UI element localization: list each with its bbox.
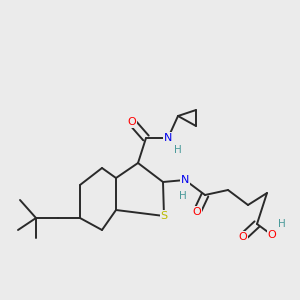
Text: O: O bbox=[268, 230, 276, 240]
Text: H: H bbox=[179, 191, 187, 201]
Text: O: O bbox=[128, 117, 136, 127]
Text: O: O bbox=[193, 207, 201, 217]
Text: H: H bbox=[278, 219, 286, 229]
Text: N: N bbox=[181, 175, 189, 185]
Text: S: S bbox=[160, 211, 168, 221]
Text: O: O bbox=[238, 232, 247, 242]
Text: H: H bbox=[174, 145, 182, 155]
Text: N: N bbox=[164, 133, 172, 143]
